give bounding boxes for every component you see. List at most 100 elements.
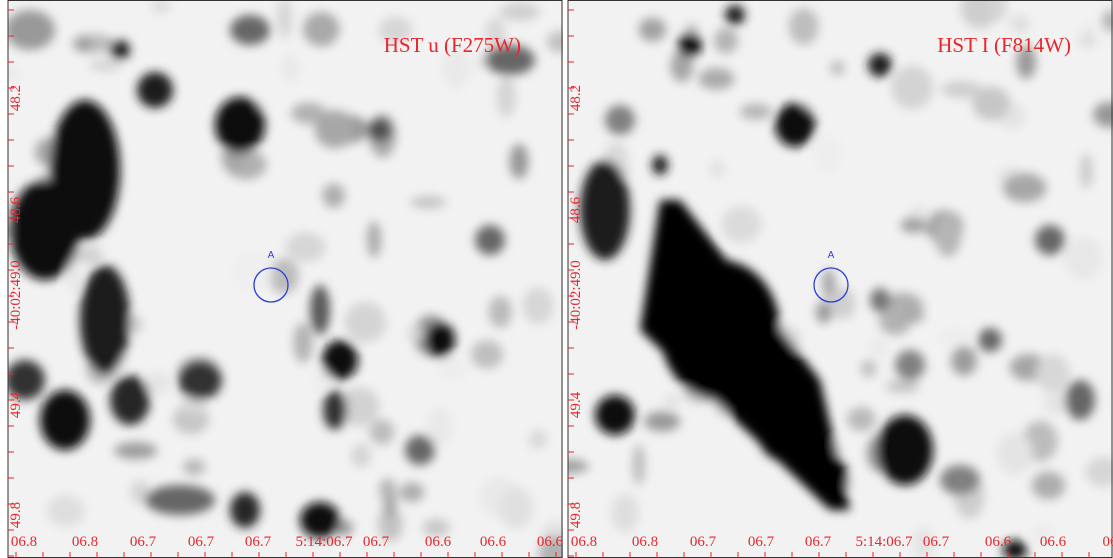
noise-blob	[437, 357, 468, 381]
noise-blob	[891, 65, 934, 110]
noise-blob	[339, 387, 380, 427]
noise-blob	[484, 17, 506, 48]
panel-title: HST I (F814W)	[937, 33, 1071, 57]
source-blob	[978, 328, 1002, 352]
noise-blob	[663, 393, 681, 410]
noise-blob	[788, 7, 819, 45]
noise-blob	[546, 30, 563, 54]
source-blob	[895, 350, 925, 380]
x-axis-label: 06.6	[537, 534, 564, 550]
x-axis-label: 06.7	[130, 534, 157, 550]
noise-blob	[698, 67, 735, 90]
y-axis-label: 48.2	[568, 85, 584, 111]
panel-title: HST u (F275W)	[384, 33, 521, 57]
noise-blob	[1079, 153, 1093, 189]
noise-blob	[378, 506, 403, 542]
source-blob	[300, 502, 340, 538]
noise-blob	[991, 0, 1007, 22]
noise-blob	[114, 442, 158, 460]
noise-blob	[739, 103, 773, 120]
source-blob	[145, 485, 215, 515]
target-circle	[813, 267, 849, 303]
noise-blob	[996, 432, 1033, 476]
source-blob	[1065, 380, 1095, 420]
x-axis-label: 06.6	[985, 534, 1012, 550]
x-axis-label: 5:14:06.7	[295, 534, 353, 550]
source-blob	[868, 53, 892, 77]
y-axis-label: 48.6	[568, 196, 584, 223]
noise-blob	[293, 322, 313, 364]
source-blob	[322, 340, 358, 380]
noise-blob	[89, 58, 122, 72]
noise-blob	[181, 395, 207, 414]
noise-blob	[720, 205, 762, 244]
noise-blob	[1016, 45, 1036, 79]
noise-blob	[488, 295, 512, 328]
source-blob	[595, 395, 635, 435]
noise-blob	[847, 406, 876, 432]
noise-blob	[538, 534, 563, 558]
noise-blob	[509, 143, 529, 180]
noise-blob	[379, 478, 395, 501]
image-texture	[8, 0, 563, 558]
noise-blob	[829, 287, 856, 320]
x-axis-label: 06.8	[11, 534, 37, 550]
source-blob	[1035, 225, 1065, 255]
noise-blob	[422, 518, 450, 537]
source-blob	[110, 375, 150, 425]
source-blob	[1003, 540, 1027, 558]
noise-blob	[951, 346, 977, 376]
noise-blob	[399, 482, 425, 503]
source-blob	[10, 180, 80, 280]
noise-blob	[426, 406, 453, 446]
source-blob	[80, 265, 130, 375]
target-label: A	[828, 250, 835, 261]
y-axis-label: 49.4	[8, 391, 24, 418]
x-axis-label: 06.6	[1040, 534, 1067, 550]
image-panel	[568, 0, 1113, 558]
source-blob	[725, 5, 745, 25]
noise-blob	[1031, 524, 1053, 543]
noise-blob	[75, 37, 92, 53]
noise-blob	[522, 287, 554, 325]
noise-blob	[941, 80, 982, 98]
noise-blob	[72, 246, 104, 264]
y-axis-label: -40:02:49.0	[8, 260, 24, 330]
noise-blob	[407, 326, 423, 341]
noise-blob	[130, 480, 150, 505]
noise-blob	[1093, 101, 1113, 128]
noise-blob	[638, 17, 666, 42]
source-blob	[652, 155, 668, 175]
noise-blob	[441, 47, 471, 90]
source-blob	[877, 415, 933, 485]
noise-blob	[912, 526, 935, 558]
noise-blob	[830, 60, 845, 76]
source-blob	[310, 285, 330, 335]
noise-blob	[670, 49, 694, 83]
noise-blob	[611, 493, 640, 533]
noise-blob	[268, 258, 299, 294]
noise-blob	[632, 444, 646, 486]
y-axis-label: 49.8	[8, 502, 24, 528]
noise-blob	[1078, 33, 1097, 48]
noise-blob	[311, 369, 332, 389]
noise-blob	[302, 11, 340, 47]
y-axis-label: 49.4	[568, 391, 584, 418]
y-axis-label: 49.8	[568, 502, 584, 528]
x-axis-label: 06	[1103, 534, 1113, 550]
source-blob	[870, 288, 890, 312]
source-blob	[230, 492, 260, 528]
noise-blob	[1063, 236, 1103, 280]
noise-blob	[960, 0, 1000, 29]
noise-blob	[1031, 471, 1066, 500]
x-axis-label: 06.7	[690, 534, 717, 550]
x-axis-label: 06.7	[805, 534, 832, 550]
source-blob	[485, 45, 535, 75]
noise-blob	[276, 0, 293, 39]
source-blob	[775, 103, 815, 147]
target-label: A	[268, 250, 275, 261]
source-blob	[137, 72, 173, 108]
noise-blob	[644, 411, 681, 432]
y-axis-label: 48.2	[8, 85, 24, 111]
